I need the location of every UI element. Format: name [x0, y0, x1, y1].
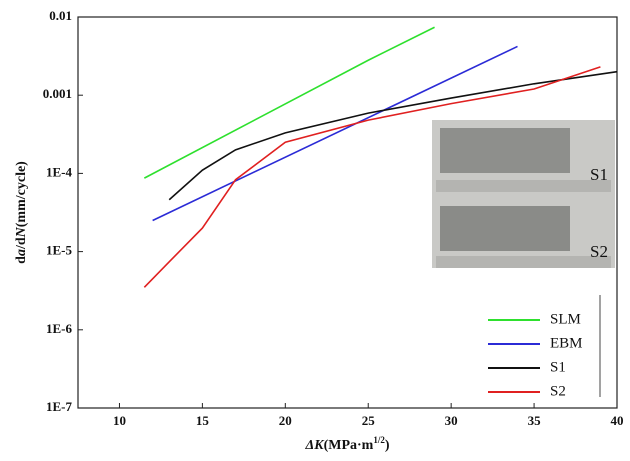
x-tick-label: 15 — [196, 413, 210, 428]
x-axis-label-part: ΔK — [304, 438, 325, 453]
ruler — [436, 180, 611, 192]
series-line — [168, 70, 618, 201]
ruler — [436, 256, 611, 268]
specimen — [440, 128, 570, 173]
y-axis-label: da/dN(mm/cycle) — [14, 161, 29, 264]
legend-label: SLM — [550, 311, 581, 327]
x-axis-label: ΔK(MPa·m1/2) — [304, 435, 389, 453]
x-tick-label: 40 — [611, 413, 624, 428]
x-axis-label-part: (MPa·m — [324, 438, 374, 453]
x-tick-label: 25 — [362, 413, 376, 428]
legend-bg — [478, 300, 600, 397]
y-tick-label: 1E-7 — [46, 399, 73, 414]
y-axis-label-part: d — [14, 256, 29, 264]
y-axis-label-part: N — [14, 226, 29, 238]
x-tick-label: 10 — [113, 413, 126, 428]
inset-label: S2 — [590, 242, 608, 261]
x-tick-label: 20 — [279, 413, 292, 428]
specimen — [440, 206, 570, 251]
y-axis-label-part: (mm/cycle) — [14, 161, 29, 227]
inset-photo: S1 S2 — [432, 120, 615, 268]
series-line — [143, 26, 435, 179]
legend-label: S1 — [550, 359, 566, 375]
y-axis-label-part: a — [14, 249, 29, 256]
inset-label: S1 — [590, 165, 608, 184]
series-line — [152, 45, 518, 222]
legend-label: S2 — [550, 383, 566, 399]
legend-label: EBM — [550, 335, 583, 351]
x-axis-label-part: ) — [385, 438, 390, 453]
y-tick-label: 1E-4 — [46, 164, 73, 179]
plot-frame — [77, 16, 618, 409]
x-tick-label: 35 — [528, 413, 542, 428]
y-tick-label: 0.001 — [43, 86, 72, 101]
x-tick-label: 30 — [445, 413, 458, 428]
x-axis-label-part: 1/2 — [373, 435, 385, 445]
y-tick-label: 0.01 — [49, 8, 72, 23]
series-line — [143, 66, 601, 288]
y-axis-label-part: /d — [14, 237, 29, 250]
y-tick-label: 1E-6 — [46, 321, 73, 336]
y-tick-label: 1E-5 — [46, 243, 73, 258]
